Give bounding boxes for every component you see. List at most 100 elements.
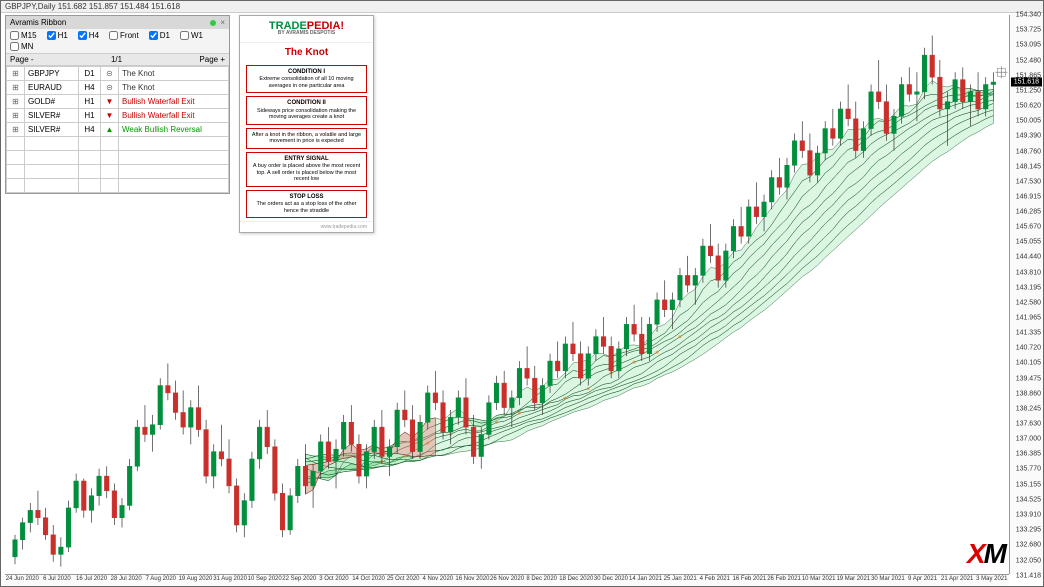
y-tick: 146.915 [1016, 193, 1041, 200]
timeframe-h1[interactable]: H1 [47, 31, 68, 40]
x-tick: 21 Apr 2021 [940, 575, 975, 586]
x-tick: 4 Feb 2021 [698, 575, 733, 586]
indicator-panel: Avramis Ribbon × M15 H1 H4 Front D1 W1 MN Page… [5, 15, 230, 194]
signal-row-empty [7, 151, 229, 165]
x-tick: 22 Sep 2020 [282, 575, 317, 586]
signal-row[interactable]: SILVER#H4▲Weak Bullish Reversal [7, 123, 229, 137]
card-footer: www.tradepedia.com [240, 221, 373, 232]
expand-icon[interactable] [12, 111, 19, 120]
expand-icon[interactable] [12, 83, 19, 92]
card-condition: ENTRY SIGNALA buy order is placed above … [246, 152, 367, 187]
y-tick: 133.295 [1016, 527, 1041, 534]
x-tick: 25 Jan 2021 [663, 575, 698, 586]
x-tick: 26 Nov 2020 [490, 575, 525, 586]
y-tick: 147.530 [1016, 178, 1041, 185]
card-condition: STOP LOSSThe orders act as a stop loss o… [246, 190, 367, 218]
x-tick: 19 Aug 2020 [178, 575, 213, 586]
y-tick: 136.385 [1016, 451, 1041, 458]
timeframe-m15[interactable]: M15 [10, 31, 37, 40]
y-tick: 137.630 [1016, 420, 1041, 427]
x-tick: 24 Jun 2020 [5, 575, 40, 586]
timeframe-h4[interactable]: H4 [78, 31, 99, 40]
y-tick: 143.810 [1016, 269, 1041, 276]
y-tick: 153.095 [1016, 42, 1041, 49]
y-tick: 150.005 [1016, 118, 1041, 125]
expand-icon[interactable] [12, 97, 19, 106]
x-tick: 18 Dec 2020 [559, 575, 594, 586]
x-tick: 3 May 2021 [975, 575, 1010, 586]
x-tick: 14 Jan 2021 [628, 575, 663, 586]
x-tick: 9 Apr 2021 [905, 575, 940, 586]
y-tick: 132.050 [1016, 557, 1041, 564]
x-tick: 10 Sep 2020 [247, 575, 282, 586]
x-tick: 26 Feb 2021 [767, 575, 802, 586]
page-next-button[interactable]: Page + [199, 55, 225, 64]
x-tick: 30 Dec 2020 [594, 575, 629, 586]
y-tick: 153.725 [1016, 27, 1041, 34]
y-tick: 149.390 [1016, 133, 1041, 140]
x-tick: 7 Aug 2020 [144, 575, 179, 586]
card-logo: TRADEPEDIA! BY AVRAMIS DESPOTIS [240, 16, 373, 43]
x-tick: 25 Oct 2020 [386, 575, 421, 586]
signal-row-empty [7, 165, 229, 179]
card-condition: CONDITION IExtreme consolidation of all … [246, 65, 367, 93]
signal-row-empty [7, 137, 229, 151]
y-tick: 150.620 [1016, 103, 1041, 110]
signal-row-empty [7, 179, 229, 193]
y-tick: 143.195 [1016, 284, 1041, 291]
signal-row[interactable]: GBPJPYD1⊝The Knot [7, 67, 229, 81]
y-tick: 140.105 [1016, 360, 1041, 367]
x-tick: 19 Mar 2021 [836, 575, 871, 586]
signals-table: GBPJPYD1⊝The KnotEURAUDH4⊝The KnotGOLD#H… [6, 66, 229, 193]
x-tick: 30 Mar 2021 [871, 575, 906, 586]
x-tick: 6 Jul 2020 [40, 575, 75, 586]
y-tick: 131.418 [1016, 573, 1041, 580]
signal-row[interactable]: SILVER#H1▼Bullish Waterfall Exit [7, 109, 229, 123]
timeframe-d1[interactable]: D1 [149, 31, 170, 40]
y-tick: 148.760 [1016, 148, 1041, 155]
y-tick: 151.250 [1016, 87, 1041, 94]
y-tick: 146.285 [1016, 209, 1041, 216]
timeframe-w1[interactable]: W1 [180, 31, 203, 40]
y-tick: 138.860 [1016, 390, 1041, 397]
y-tick: 137.000 [1016, 436, 1041, 443]
y-tick: 145.670 [1016, 224, 1041, 231]
y-tick: 148.145 [1016, 163, 1041, 170]
card-title: The Knot [240, 43, 373, 62]
y-tick: 145.055 [1016, 239, 1041, 246]
status-dot-icon [210, 20, 216, 26]
pattern-card: TRADEPEDIA! BY AVRAMIS DESPOTIS The Knot… [239, 15, 374, 233]
y-tick: 141.335 [1016, 330, 1041, 337]
card-condition: CONDITION IISideways price consolidation… [246, 96, 367, 124]
x-tick: 4 Nov 2020 [421, 575, 456, 586]
x-tick: 3 Oct 2020 [317, 575, 352, 586]
x-tick: 28 Jul 2020 [109, 575, 144, 586]
signal-row[interactable]: GOLD#H1▼Bullish Waterfall Exit [7, 95, 229, 109]
y-tick: 154.340 [1016, 12, 1041, 19]
timeframe-mn[interactable]: MN [10, 42, 33, 51]
price-tag: 151.618 [1011, 77, 1042, 86]
x-tick: 31 Aug 2020 [213, 575, 248, 586]
y-tick: 135.155 [1016, 481, 1041, 488]
chart-title: GBPJPY,Daily 151.682 151.857 151.484 151… [1, 1, 1043, 13]
y-axis: 154.340153.725153.095152.480151.865151.2… [1009, 15, 1043, 574]
signal-row[interactable]: EURAUDH4⊝The Knot [7, 81, 229, 95]
page-prev-button[interactable]: Page - [10, 55, 34, 64]
timeframe-front[interactable]: Front [109, 31, 139, 40]
timeframe-row: M15 H1 H4 Front D1 W1 MN [6, 29, 229, 54]
x-tick: 16 Feb 2021 [732, 575, 767, 586]
x-tick: 16 Nov 2020 [455, 575, 490, 586]
expand-icon[interactable] [12, 69, 19, 78]
x-tick: 8 Dec 2020 [524, 575, 559, 586]
panel-title: Avramis Ribbon [10, 18, 66, 27]
x-tick: 14 Oct 2020 [351, 575, 386, 586]
y-tick: 134.525 [1016, 496, 1041, 503]
y-tick: 141.965 [1016, 314, 1041, 321]
expand-icon[interactable] [12, 125, 19, 134]
panel-header[interactable]: Avramis Ribbon × [6, 16, 229, 29]
card-condition: After a knot in the ribbon, a volatile a… [246, 128, 367, 149]
broker-logo: XM [967, 538, 1005, 570]
y-tick: 132.680 [1016, 542, 1041, 549]
close-icon[interactable]: × [220, 18, 225, 27]
y-tick: 138.245 [1016, 405, 1041, 412]
